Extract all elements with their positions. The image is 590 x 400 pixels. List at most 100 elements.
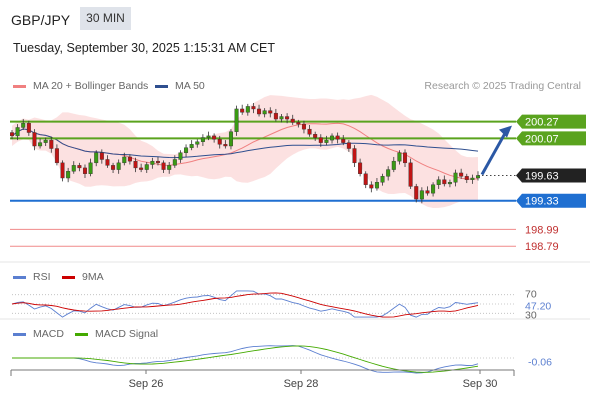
macd-current-label: -0.06 (528, 356, 552, 368)
macd-legend-label: MACD (33, 328, 64, 340)
candle (459, 172, 464, 177)
candle (161, 162, 166, 170)
candle (251, 106, 256, 110)
candle (32, 132, 37, 147)
candle (54, 148, 59, 164)
candle (279, 116, 284, 120)
candle (122, 156, 127, 164)
candle (386, 169, 391, 177)
rsi-axis-label: 70 (525, 289, 537, 301)
forecast-arrow-head (499, 125, 512, 138)
current-price-label: 199.63 (525, 170, 559, 182)
x-tick-label: Sep 28 (284, 378, 319, 390)
candle (369, 184, 374, 189)
level-label-198.79: 198.79 (525, 241, 559, 253)
candle (262, 110, 267, 115)
rsi-swatch (13, 276, 26, 279)
candle (21, 123, 26, 128)
candle (223, 144, 228, 147)
candle (217, 139, 222, 145)
candle (94, 152, 99, 164)
x-tick-label: Sep 26 (129, 378, 164, 390)
candle (307, 128, 312, 135)
candle (419, 190, 424, 200)
rsi-line (11, 290, 479, 318)
candle (212, 135, 217, 140)
candle (268, 110, 273, 114)
candle (431, 184, 436, 194)
copyright: Research © 2025 Trading Central (424, 80, 581, 92)
candle (139, 167, 144, 170)
macd-signal-legend-label: MACD Signal (95, 328, 159, 340)
timestamp: Tuesday, September 30, 2025 1:15:31 AM C… (13, 41, 275, 55)
rsi9-legend-label: 9MA (82, 271, 104, 283)
candle (464, 176, 469, 180)
candle (172, 159, 177, 166)
candle (150, 160, 155, 165)
candle (363, 173, 368, 185)
candle (144, 164, 149, 170)
candle (82, 167, 87, 174)
level-200.27-label: 200.27 (525, 117, 559, 129)
candle (189, 144, 194, 148)
candle (9, 132, 14, 137)
candle (99, 152, 104, 160)
candle (397, 152, 402, 162)
ma20-legend-label: MA 20 + Bollinger Bands (33, 80, 149, 92)
candle (447, 182, 452, 185)
candle (245, 106, 250, 113)
candle (66, 171, 71, 179)
candle (358, 162, 363, 174)
level-200.07-box (516, 131, 586, 146)
candle (105, 159, 110, 166)
candle (330, 135, 335, 141)
candle (290, 118, 295, 123)
candle (313, 134, 318, 138)
candle (167, 165, 172, 170)
candle (453, 172, 458, 183)
candle (318, 137, 323, 143)
candle (116, 162, 121, 170)
candle (240, 108, 245, 113)
level-199.33-label: 199.33 (525, 196, 559, 208)
candle (273, 112, 278, 120)
candle (38, 142, 43, 147)
candle (15, 127, 20, 137)
candle (195, 141, 200, 145)
candle (296, 122, 301, 125)
candle (442, 179, 447, 185)
candle (43, 139, 48, 143)
rsi-legend-label: RSI (33, 271, 51, 283)
level-199.33-box (516, 193, 586, 208)
candle (88, 162, 93, 174)
candle (380, 176, 385, 183)
candle (285, 116, 290, 120)
current-price-box (516, 168, 586, 183)
symbol-title: GBP/JPY (11, 12, 71, 28)
candle (408, 162, 413, 187)
candle (228, 131, 233, 147)
rsi-ma-line (11, 292, 479, 318)
candle (60, 162, 65, 179)
candle (346, 142, 351, 149)
candle (111, 165, 116, 170)
candle (341, 139, 346, 143)
ma50-swatch (155, 85, 168, 88)
candle (77, 165, 82, 169)
candle (391, 160, 396, 170)
candle (71, 165, 76, 172)
candle (49, 139, 54, 149)
timeframe-badge[interactable]: 30 MIN (80, 7, 131, 30)
candle (470, 177, 475, 180)
x-tick-label: Sep 30 (463, 378, 498, 390)
level-200.07-label: 200.07 (525, 133, 559, 145)
candle (335, 135, 340, 140)
ma50-legend-label: MA 50 (175, 80, 205, 92)
candle (133, 160, 138, 169)
ma50-line (11, 128, 479, 159)
forecast-arrow (480, 130, 508, 176)
candle (206, 135, 211, 138)
candle (301, 123, 306, 130)
level-200.27-box (516, 114, 586, 129)
